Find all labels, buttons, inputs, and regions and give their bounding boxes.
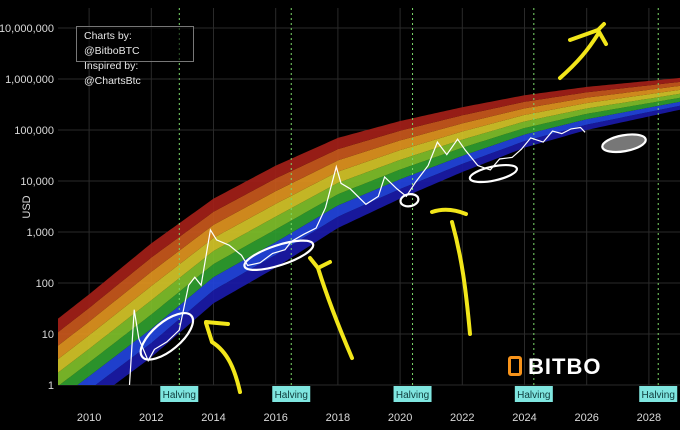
halving-label-box	[393, 386, 432, 402]
halving-label-box	[514, 386, 553, 402]
y-tick-label: 1,000	[26, 227, 54, 239]
x-tick-label: 2010	[77, 412, 101, 424]
y-tick-label: 1,000,000	[5, 74, 54, 86]
highlight-ellipse	[399, 193, 420, 208]
x-tick-label: 2024	[512, 412, 536, 424]
y-axis-label: USD	[21, 195, 33, 218]
credit-box: Charts by: @BitboBTC Inspired by: @Chart…	[76, 26, 194, 87]
bitbo-logo: BITBO	[508, 354, 601, 380]
credit-inspired-by: Inspired by: @ChartsBtc	[84, 60, 141, 87]
halving-label: Halving	[163, 390, 196, 401]
y-tick-label: 100,000	[14, 125, 54, 137]
x-tick-label: 2014	[201, 412, 225, 424]
halving-label: Halving	[517, 390, 550, 401]
halving-label: Halving	[275, 390, 308, 401]
x-tick-label: 2022	[450, 412, 474, 424]
bitbo-logo-text: BITBO	[528, 354, 602, 379]
halving-label-box	[160, 386, 199, 402]
x-tick-label: 2012	[139, 412, 163, 424]
halving-label-box	[272, 386, 311, 402]
halving-label: Halving	[642, 390, 675, 401]
x-tick-label: 2020	[388, 412, 412, 424]
y-tick-label: 100	[36, 278, 54, 290]
yellow-arrow-annotation	[430, 207, 472, 336]
price-series-line	[128, 126, 586, 386]
highlight-ellipse	[139, 312, 195, 361]
y-tick-label: 10,000	[20, 176, 54, 188]
highlight-ellipse	[243, 239, 315, 271]
yellow-arrow-annotation	[204, 320, 242, 394]
y-tick-label: 10	[42, 329, 54, 341]
highlight-ellipse	[601, 133, 647, 154]
credit-charts-by: Charts by: @BitboBTC	[84, 30, 140, 57]
x-tick-label: 2016	[263, 412, 287, 424]
halving-label-box	[639, 386, 678, 402]
yellow-arrow-annotation	[308, 256, 354, 360]
x-tick-label: 2028	[637, 412, 661, 424]
bitbo-logo-icon	[508, 356, 522, 376]
y-tick-label: 1	[48, 380, 54, 392]
yellow-arrow-annotation	[558, 22, 608, 80]
x-tick-label: 2018	[326, 412, 350, 424]
x-tick-label: 2026	[574, 412, 598, 424]
halving-label: Halving	[396, 390, 429, 401]
y-tick-label: 10,000,000	[0, 23, 54, 35]
highlight-ellipse	[468, 163, 519, 184]
